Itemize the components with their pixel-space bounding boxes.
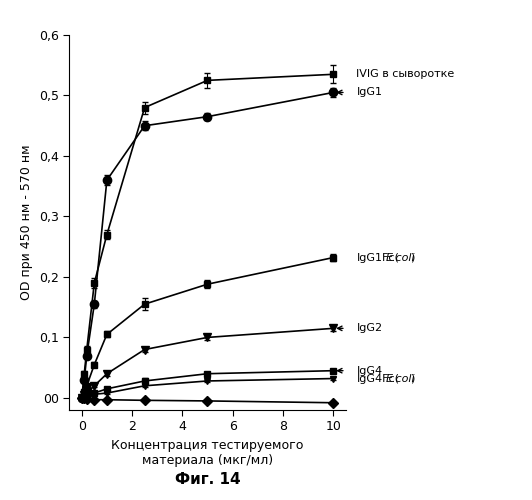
Text: IVIG в сыворотке: IVIG в сыворотке [356, 70, 455, 80]
Text: IgG1Fc(: IgG1Fc( [356, 252, 400, 262]
Text: IgG4: IgG4 [356, 366, 383, 376]
X-axis label: Концентрация тестируемого
материала (мкг/мл): Концентрация тестируемого материала (мкг… [111, 439, 304, 467]
Text: E.coli: E.coli [386, 252, 415, 262]
Text: ): ) [410, 374, 414, 384]
Text: ): ) [410, 252, 414, 262]
Text: IgG4Fc(: IgG4Fc( [356, 374, 400, 384]
Y-axis label: OD при 450 нм - 570 нм: OD при 450 нм - 570 нм [20, 144, 33, 300]
Text: IgG1: IgG1 [356, 88, 383, 98]
Text: E.coli: E.coli [386, 374, 415, 384]
Text: IgG2: IgG2 [356, 324, 383, 334]
Text: Фиг. 14: Фиг. 14 [174, 472, 240, 488]
